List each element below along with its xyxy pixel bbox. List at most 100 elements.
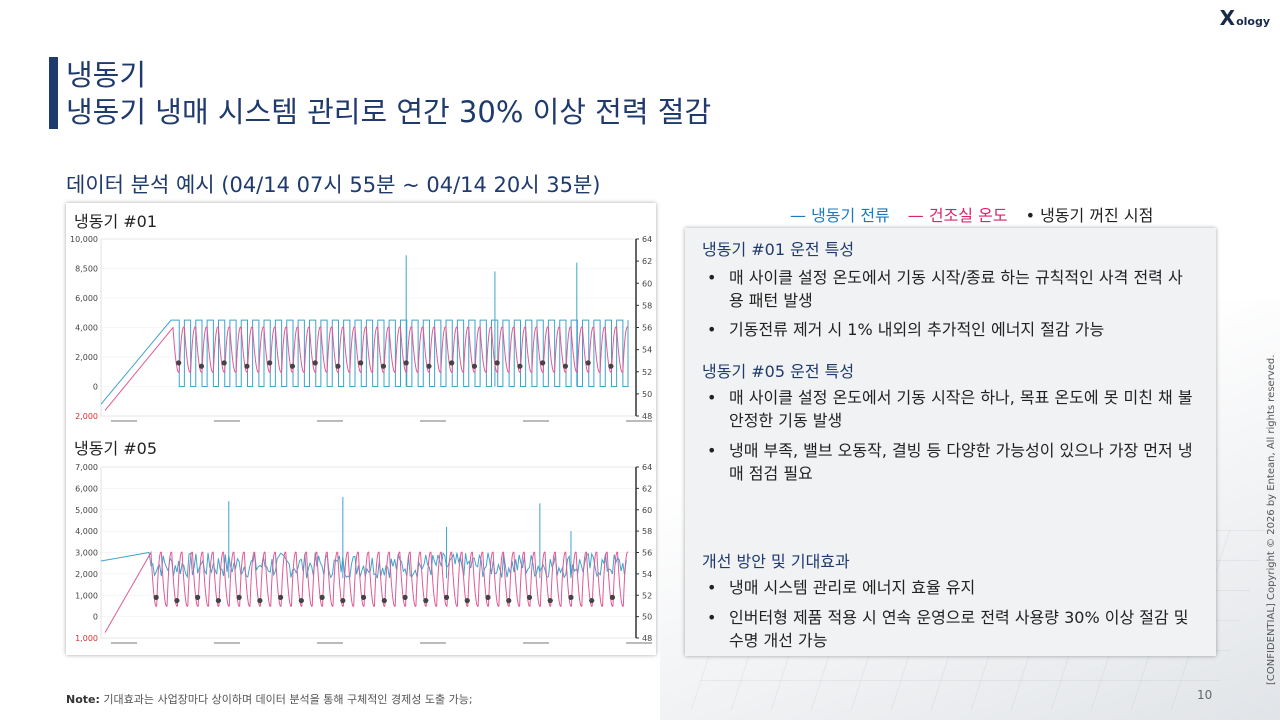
bullet-dot: • — [707, 388, 717, 407]
off-point — [221, 360, 227, 366]
off-point — [506, 597, 512, 604]
off-point — [289, 363, 296, 369]
left-tick-label: 3,000 — [75, 549, 98, 558]
left-tick-label: 2,000 — [75, 412, 98, 421]
right-tick-label: 62 — [642, 257, 652, 266]
off-point — [608, 363, 614, 369]
left-tick-label: 7,000 — [75, 463, 98, 472]
left-tick-label: 0 — [93, 383, 98, 392]
x-tick-label — [420, 420, 446, 422]
off-point — [176, 360, 182, 366]
off-point — [298, 597, 304, 604]
off-point — [278, 594, 284, 600]
x-tick-label — [317, 642, 343, 644]
right-tick-label: 64 — [642, 463, 652, 472]
right-tick-label: 58 — [642, 301, 652, 310]
off-point — [360, 594, 367, 600]
off-point — [562, 363, 569, 369]
section3-bullet2: • 인버터형 제품 적용 시 연속 운영으로 전력 사용량 30% 이상 절감 … — [707, 606, 1197, 652]
off-point — [236, 594, 242, 600]
x-tick-label — [626, 420, 652, 422]
bullet-dot: • — [707, 608, 717, 627]
off-point — [517, 363, 523, 369]
bullet-text: 매 사이클 설정 온도에서 기동 시작은 하나, 목표 온도에 못 미친 채 불… — [729, 388, 1193, 430]
analysis-subtitle: 데이터 분석 예시 (04/14 07시 55분 ~ 04/14 20시 35분… — [66, 173, 601, 197]
right-tick-label: 62 — [642, 484, 652, 493]
off-point — [443, 594, 450, 600]
x-tick-label — [317, 420, 343, 422]
right-tick-label: 64 — [642, 235, 652, 244]
left-tick-label: 5,000 — [75, 506, 98, 515]
off-point — [244, 363, 250, 369]
legend-current: — 냉동기 전류 — [790, 206, 890, 225]
legend-off: • 냉동기 꺼진 시점 — [1025, 206, 1154, 225]
chart-legend: — 냉동기 전류 — 건조실 온도 • 냉동기 꺼진 시점 — [790, 202, 1153, 226]
off-point — [471, 363, 478, 369]
chart2-plot: 7,000 6,000 5,000 4,000 3,000 2,000 1,000 0 1,00… — [75, 463, 652, 644]
right-tick-label: 48 — [642, 412, 652, 421]
off-point — [485, 594, 491, 600]
off-point — [540, 360, 546, 366]
off-point — [464, 597, 470, 604]
x-tick-label — [523, 642, 549, 644]
bullet-dot: • — [707, 320, 717, 339]
page-title: 냉동기 — [66, 58, 147, 92]
left-tick-label: 2,000 — [75, 570, 98, 579]
right-tick-label: 48 — [642, 634, 652, 643]
x-tick-label — [523, 420, 549, 422]
off-point — [403, 360, 409, 366]
left-tick-label: 10,000 — [70, 235, 98, 244]
off-point — [589, 597, 595, 604]
off-point — [153, 594, 159, 600]
left-tick-label: 0 — [93, 613, 98, 622]
right-tick-label: 56 — [642, 324, 652, 333]
note-text: 기대효과는 사업장마다 상이하며 데이터 분석을 통해 구체적인 경제성 도출 … — [99, 693, 473, 706]
off-point — [195, 594, 201, 600]
x-tick-label — [111, 642, 137, 644]
logo-text: ology — [1236, 15, 1270, 28]
left-tick-label: 8,500 — [75, 265, 98, 274]
off-point — [449, 360, 455, 366]
off-point — [335, 363, 341, 369]
off-point — [215, 597, 222, 604]
right-tick-label: 56 — [642, 549, 652, 558]
section2-bullet2: • 냉매 부족, 밸브 오동작, 결빙 등 다양한 가능성이 있으나 가장 먼저… — [707, 439, 1197, 485]
bullet-dot: • — [707, 268, 717, 287]
off-point — [312, 360, 318, 366]
company-logo: X ology — [1220, 8, 1270, 28]
temp-series-line — [104, 326, 629, 411]
bullet-dot: • — [707, 441, 717, 460]
chart1-title: 냉동기 #01 — [74, 212, 158, 231]
off-point — [381, 597, 387, 604]
x-tick-label — [214, 420, 240, 422]
info-box: 냉동기 #01 운전 특성 • 매 사이클 설정 온도에서 기동 시작/종료 하… — [685, 228, 1216, 656]
footnote: Note: 기대효과는 사업장마다 상이하며 데이터 분석을 통해 구체적인 경… — [66, 691, 473, 707]
off-point — [198, 363, 205, 369]
chart-panel: 냉동기 #01 10,000 8,500 6,000 4,000 2,000 0 2,000… — [66, 203, 656, 655]
right-tick-label: 60 — [642, 279, 652, 288]
left-tick-label: 2,000 — [75, 353, 98, 362]
off-point — [340, 597, 346, 604]
off-point — [174, 597, 180, 604]
off-point — [267, 360, 273, 366]
off-point — [319, 594, 325, 600]
bullet-text: 기동전류 제거 시 1% 내외의 추가적인 에너지 절감 가능 — [729, 320, 1105, 339]
bullet-dot: • — [707, 578, 717, 597]
bullet-text: 매 사이클 설정 온도에서 기동 시작/종료 하는 규칙적인 사격 전력 사용 … — [729, 268, 1183, 310]
title-accent-bar — [49, 57, 58, 129]
logo-mark: X — [1219, 6, 1236, 30]
section2-title: 냉동기 #05 운전 특성 — [702, 362, 855, 381]
confidential-notice: [CONFIDENTIAL] Copyright © 2026 by Entea… — [1266, 354, 1277, 685]
left-tick-label: 1,000 — [75, 591, 98, 600]
note-label: Note: — [66, 693, 100, 706]
chart2-title: 냉동기 #05 — [74, 439, 158, 458]
bullet-text: 냉매 시스템 관리로 에너지 효율 유지 — [729, 578, 976, 597]
off-point — [426, 363, 432, 369]
off-point — [568, 594, 574, 600]
right-tick-label: 52 — [642, 368, 652, 377]
page-headline: 냉동기 냉매 시스템 관리로 연간 30% 이상 전력 절감 — [66, 95, 712, 129]
left-tick-label: 4,000 — [75, 324, 98, 333]
right-tick-label: 52 — [642, 591, 652, 600]
section3-bullet1: • 냉매 시스템 관리로 에너지 효율 유지 — [707, 576, 1197, 599]
x-tick-label — [214, 642, 240, 644]
